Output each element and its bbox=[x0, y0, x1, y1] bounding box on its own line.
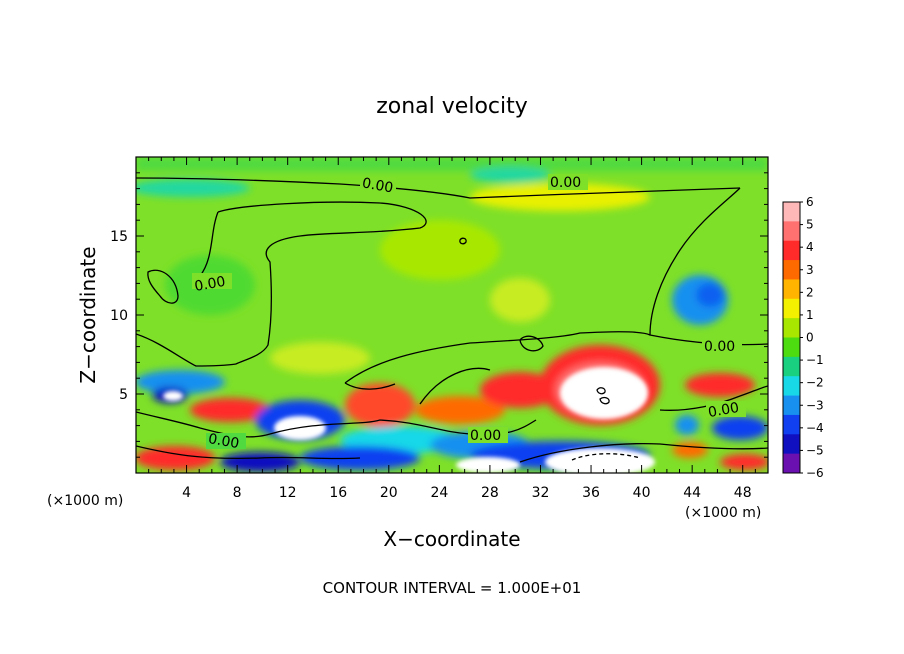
colorbar-swatch bbox=[783, 318, 800, 338]
colorbar-swatch bbox=[783, 240, 800, 261]
colorbar-swatch bbox=[783, 376, 800, 397]
x-tick-label: 8 bbox=[233, 485, 242, 501]
colorbar-tick-label: 0 bbox=[806, 331, 814, 345]
y-tick-label: 15 bbox=[110, 229, 128, 245]
colorbar-tick-label: 4 bbox=[806, 240, 814, 254]
colorbar-tick-label: 6 bbox=[806, 195, 814, 209]
plot-area: 0.00 0.00 0.00 0.00 0.00 0.00 0.00 bbox=[136, 157, 768, 473]
x-tick-label: 36 bbox=[582, 485, 600, 501]
colorbar-swatch bbox=[783, 414, 800, 435]
x-axis-label: X−coordinate bbox=[383, 527, 520, 551]
colorbar-tick-label: −2 bbox=[806, 376, 824, 390]
x-unit-right: (×1000 m) bbox=[685, 505, 761, 521]
x-unit-left: (×1000 m) bbox=[47, 493, 123, 509]
colorbar-swatch bbox=[783, 337, 800, 358]
colorbar-tick-label: −3 bbox=[806, 398, 824, 412]
x-tick-label: 48 bbox=[734, 485, 752, 501]
x-axis: 4 8 12 16 20 24 28 32 36 40 44 48 bbox=[148, 157, 756, 501]
chart-title: zonal velocity bbox=[376, 94, 528, 119]
colorbar-swatch bbox=[783, 434, 800, 455]
x-tick-label: 32 bbox=[532, 485, 550, 501]
contour-label-5: 0.00 bbox=[707, 400, 740, 421]
x-tick-label: 4 bbox=[182, 485, 191, 501]
x-tick-label: 12 bbox=[279, 485, 297, 501]
colorbar: 6 5 4 3 2 1 0 −1 −2 −3 −4 −5 −6 bbox=[782, 195, 824, 480]
x-tick-label: 28 bbox=[481, 485, 499, 501]
field-background bbox=[136, 157, 768, 473]
contour-label-4: 0.00 bbox=[704, 339, 735, 355]
y-axis: 5 10 15 bbox=[110, 172, 768, 458]
colorbar-swatch bbox=[783, 202, 800, 222]
colorbar-swatch bbox=[783, 356, 800, 377]
x-tick-label: 16 bbox=[329, 485, 347, 501]
contour-label-7: 0.00 bbox=[470, 428, 501, 444]
x-tick-label: 40 bbox=[633, 485, 651, 501]
colorbar-swatch bbox=[783, 453, 800, 474]
contour-labels: 0.00 0.00 0.00 0.00 0.00 0.00 0.00 bbox=[192, 174, 746, 452]
colorbar-swatch bbox=[783, 395, 800, 416]
x-tick-label: 24 bbox=[430, 485, 448, 501]
colorbar-tick-label: −4 bbox=[806, 421, 824, 435]
colorbar-tick-label: −5 bbox=[806, 443, 824, 457]
field-cores bbox=[163, 367, 655, 473]
contour-label-2: 0.00 bbox=[550, 175, 581, 191]
colorbar-tick-label: −1 bbox=[806, 353, 824, 367]
colorbar-tick-label: 3 bbox=[806, 263, 814, 277]
contour-label-6: 0.00 bbox=[207, 431, 240, 452]
colorbar-swatch bbox=[783, 260, 800, 280]
y-tick-label: 10 bbox=[110, 308, 128, 324]
colorbar-tick-label: 2 bbox=[806, 285, 814, 299]
x-tick-label: 44 bbox=[683, 485, 701, 501]
colorbar-tick-label: 5 bbox=[806, 218, 814, 232]
y-tick-label: 5 bbox=[119, 387, 128, 403]
colorbar-tick-label: 1 bbox=[806, 308, 814, 322]
colorbar-swatch bbox=[783, 298, 800, 319]
x-tick-label: 20 bbox=[380, 485, 398, 501]
colorbar-swatch bbox=[783, 279, 800, 300]
contour-label-1: 0.00 bbox=[361, 175, 394, 196]
colorbar-swatch bbox=[783, 221, 800, 242]
y-axis-label: Z−coordinate bbox=[76, 246, 100, 383]
colorbar-tick-label: −6 bbox=[806, 466, 824, 480]
contour-interval-footer: CONTOUR INTERVAL = 1.000E+01 bbox=[323, 579, 582, 597]
contour-label-3: 0.00 bbox=[193, 274, 226, 295]
